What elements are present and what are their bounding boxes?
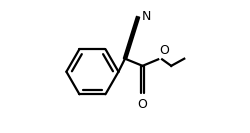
Text: N: N <box>142 10 151 23</box>
Text: O: O <box>159 44 169 57</box>
Text: O: O <box>138 98 147 111</box>
